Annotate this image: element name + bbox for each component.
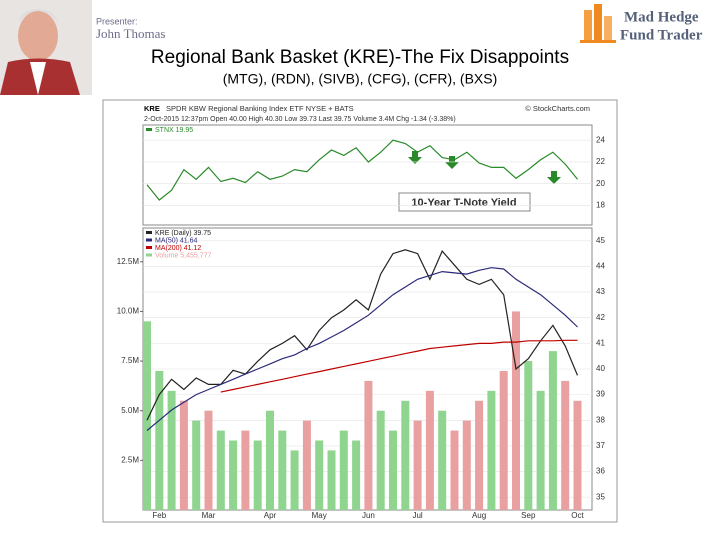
x-tick-label: Jul (412, 511, 422, 520)
volume-bar (339, 430, 348, 510)
y-tick-label: 36 (596, 467, 605, 476)
slide-subtitle: (MTG), (RDN), (SIVB), (CFG), (CFR), (BXS… (223, 71, 498, 87)
line-series (146, 267, 578, 431)
y2-tick-label: 5.0M (121, 406, 139, 415)
volume-bar (364, 380, 373, 510)
y-tick-label: 18 (596, 201, 605, 210)
line-series (146, 139, 578, 201)
x-tick-label: May (312, 511, 327, 520)
line-series (220, 339, 578, 393)
volume-bar (536, 390, 545, 510)
y-tick-label: 20 (596, 179, 605, 188)
x-tick-label: Feb (152, 511, 166, 520)
volume-bar (229, 440, 238, 510)
volume-bar (438, 410, 447, 510)
logo-text: Mad Hedge (624, 9, 699, 25)
volume-bar (192, 420, 201, 510)
volume-bar (315, 440, 324, 510)
y-tick-label: 43 (596, 287, 605, 296)
presenter-label: Presenter: (96, 16, 138, 26)
y2-tick-label: 12.5M (117, 257, 140, 266)
legend-swatch (146, 253, 152, 257)
annotation-box (398, 192, 531, 212)
chart-source: © StockCharts.com (525, 104, 590, 113)
volume-bar (573, 400, 582, 510)
logo-icon (580, 4, 616, 43)
volume-bar (241, 430, 250, 510)
y2-tick-label: 2.5M (121, 455, 139, 464)
x-tick-label: Oct (571, 511, 584, 520)
legend-swatch (146, 246, 152, 249)
legend-label: MA(200) 41.12 (155, 245, 201, 252)
slide-title: Regional Bank Basket (KRE)-The Fix Disap… (151, 47, 569, 68)
presenter-photo (0, 0, 92, 95)
volume-bar (143, 321, 151, 510)
volume-bar (204, 410, 213, 510)
volume-bar (475, 400, 484, 510)
y-tick-label: 42 (596, 313, 605, 322)
volume-bar (401, 400, 410, 510)
x-tick-label: Jun (362, 511, 375, 520)
x-tick-label: Aug (472, 511, 486, 520)
x-tick-label: Apr (264, 511, 277, 520)
y2-tick-label: 10.0M (117, 307, 140, 316)
y-tick-label: 45 (596, 236, 605, 245)
volume-bar (413, 420, 422, 510)
volume-bar (499, 370, 508, 510)
y-tick-label: 38 (596, 415, 605, 424)
volume-bar (512, 311, 520, 510)
volume-bar (327, 450, 336, 510)
volume-bar (278, 430, 287, 510)
x-tick-label: Sep (521, 511, 536, 520)
legend-swatch (146, 238, 152, 242)
volume-bar (389, 430, 397, 510)
annotation: 10-Year T-Note Yield (411, 197, 516, 209)
y2-tick-label: 7.5M (121, 356, 139, 365)
y-tick-label: 22 (596, 157, 605, 166)
y-tick-label: 39 (596, 390, 605, 399)
volume-bar (179, 400, 188, 510)
volume-bar (548, 351, 557, 510)
volume-bar (216, 430, 225, 510)
y-tick-label: 37 (596, 441, 605, 450)
volume-bar (524, 361, 533, 510)
volume-bar (290, 450, 299, 510)
x-tick-label: Mar (202, 511, 216, 520)
chart-description: SPDR KBW Regional Banking Index ETF NYSE… (166, 104, 354, 113)
legend-swatch (146, 231, 152, 234)
volume-bar (487, 390, 496, 510)
volume-bar (155, 370, 164, 510)
volume-bar (167, 390, 176, 510)
legend-label: KRE (Daily) 39.75 (155, 230, 211, 237)
logo-text: Fund Trader (620, 27, 703, 43)
top-panel (142, 124, 593, 226)
presenter-name: John Thomas (96, 26, 165, 41)
volume-bar (462, 420, 471, 510)
y-tick-label: 44 (596, 262, 605, 271)
legend-label: STNX 19.95 (155, 127, 193, 134)
volume-bar (352, 440, 361, 510)
y-tick-label: 40 (596, 364, 605, 373)
volume-bar (450, 430, 459, 510)
volume-bar (561, 380, 570, 510)
y-tick-label: 41 (596, 338, 605, 347)
legend-swatch (146, 128, 152, 131)
y-tick-label: 35 (596, 492, 605, 501)
volume-bar (425, 390, 434, 510)
chart-header (143, 103, 592, 123)
volume-bar (266, 410, 274, 510)
line-series (146, 249, 579, 421)
volume-bar (253, 440, 262, 510)
chart-symbol: KRE (144, 104, 160, 113)
y-tick-label: 24 (596, 135, 605, 144)
legend-label: Volume 5,455,777 (155, 252, 212, 259)
legend-label: MA(50) 41.64 (155, 237, 198, 244)
volume-bar (376, 410, 385, 510)
arrows (408, 151, 561, 184)
volume-bar (302, 420, 311, 510)
chart-info: 2-Oct-2015 12:37pm Open 40.00 High 40.30… (144, 116, 456, 123)
